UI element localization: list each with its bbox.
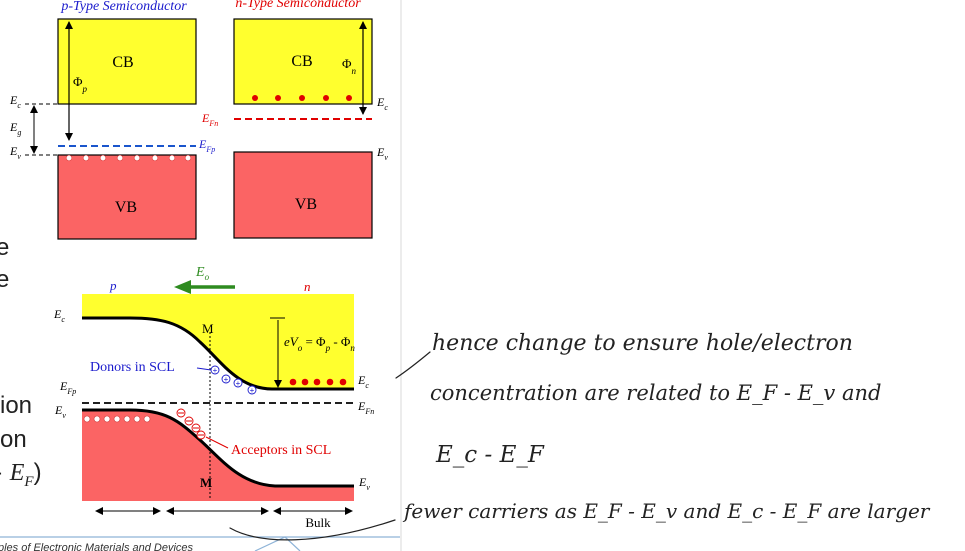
p-ev-label: Ev	[9, 144, 21, 161]
m-label-bottom: M	[200, 475, 212, 490]
junction-ev-label: Ev	[54, 403, 66, 420]
n-electrons	[252, 95, 352, 101]
barrier-label: eVo = Φp - Φn	[284, 334, 355, 353]
acceptors-label: Acceptors in SCL	[231, 443, 331, 458]
svg-text:+: +	[213, 366, 218, 375]
note-line-2: concentration are related to E_F - E_v a…	[430, 381, 881, 405]
junction-ev-curve	[82, 408, 354, 488]
slide-fragment: e	[0, 266, 10, 293]
n-cb-label: CB	[291, 53, 312, 70]
p-eg-label: Eg	[9, 120, 21, 137]
field-label: Eo	[195, 265, 210, 282]
n-ev-label: Ev	[376, 145, 388, 162]
p-phi-label: Φp	[73, 74, 88, 94]
p-efp-label: EFp	[198, 137, 215, 154]
junction-efp-label: EFp	[59, 379, 76, 396]
n-ec-label: Ec	[376, 95, 388, 112]
bulk-label: Bulk	[305, 515, 331, 530]
svg-text:+: +	[224, 375, 229, 384]
n-valence-band	[233, 151, 373, 239]
slide-fragment-energy: - EF)	[0, 458, 42, 490]
n-efn-label: EFn	[201, 111, 218, 128]
junction-ec-curve	[82, 316, 354, 391]
donors-label: Donors in SCL	[90, 360, 175, 375]
junction-p-label: p	[109, 278, 117, 293]
svg-text:+: +	[250, 386, 255, 395]
slide-footer: ples of Electronic Materials and Devices	[0, 542, 194, 551]
p-holes	[65, 154, 192, 162]
junction-ev-right-label: Ev	[358, 475, 370, 492]
p-vb-label: VB	[115, 199, 137, 216]
handwritten-notes: hence change to ensure hole/electron con…	[229, 331, 931, 541]
n-vb-label: VB	[295, 196, 317, 213]
junction-ec-label: Ec	[53, 307, 65, 324]
n-type-diagram: n-Type Semiconductor CB VB Φn Ec Ev EFn	[201, 0, 388, 239]
p-valence-band	[57, 154, 197, 240]
slide-fragment: e	[0, 234, 10, 261]
n-conduction-band	[233, 18, 373, 105]
p-conduction-band	[57, 18, 197, 105]
junction-holes	[83, 415, 151, 423]
slide-fragment: on	[0, 426, 27, 453]
p-type-title: p-Type Semiconductor	[60, 0, 187, 14]
junction-ec-right-label: Ec	[357, 373, 369, 390]
donor-ions	[210, 365, 257, 395]
p-type-diagram: p-Type Semiconductor CB VB Φp Ec Eg Ev E…	[9, 0, 215, 240]
n-phi-label: Φn	[342, 56, 357, 76]
note-line-1: hence change to ensure hole/electron	[432, 331, 853, 356]
p-cb-label: CB	[112, 54, 133, 71]
junction-vb-region	[82, 410, 354, 501]
junction-n-label: n	[304, 279, 311, 294]
junction-electrons	[289, 378, 347, 386]
svg-text:+: +	[236, 379, 241, 388]
p-ec-label: Ec	[9, 93, 21, 110]
pn-junction-diagram: Eo p n M M + + + +	[53, 265, 374, 530]
m-label-top: M	[202, 321, 214, 336]
slide-fragment: ion	[0, 392, 33, 419]
n-type-title: n-Type Semiconductor	[235, 0, 361, 11]
note-line-4: fewer carriers as E_F - E_v and E_c - E_…	[402, 499, 931, 523]
junction-efn-right-label: EFn	[357, 399, 374, 416]
note-line-3: E_c - E_F	[435, 442, 545, 468]
